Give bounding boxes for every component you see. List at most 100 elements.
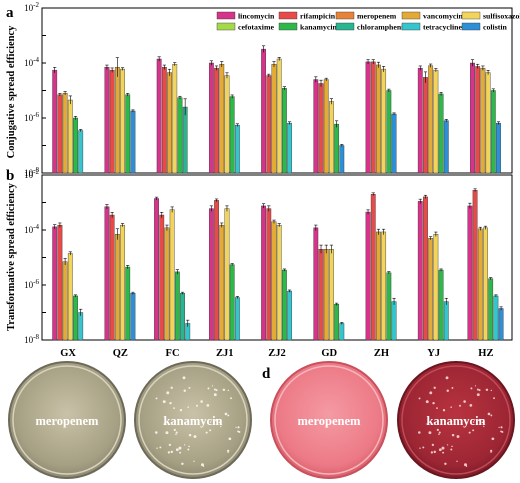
chart-a-conjugative: Conjugative spread efficiency 10-810-610…: [6, 1, 520, 178]
bar-kanamycin-ZH: [386, 90, 392, 174]
bar-sulfisoxazole-HZ: [485, 72, 491, 174]
yticks-a: 10-8 10-6 10-4 10-2: [24, 1, 46, 178]
bar-sulfisoxazole-ZJ2: [276, 58, 282, 174]
yticks-b: 10-8 10-6 10-4 10-2: [24, 168, 46, 345]
colony: [422, 446, 425, 449]
bar-rifampicin-ZH: [370, 61, 376, 174]
bar-tetracycline-HZ: [493, 295, 499, 341]
bar-kanamycin-YJ: [438, 269, 444, 341]
legend-label-chloramphenicol: chloramphenicol: [357, 23, 414, 32]
colony: [445, 376, 449, 380]
bar-chloramphenicol-FC: [182, 106, 188, 174]
bar-kanamycin-ZJ1: [229, 264, 235, 341]
legend-label-lincomycin: lincomycin: [238, 12, 275, 21]
bar-lincomycin-FC: [154, 198, 159, 341]
colony: [175, 431, 178, 434]
ytick-label: 10-4: [24, 223, 39, 235]
colony: [444, 462, 447, 465]
colony: [433, 386, 436, 389]
colony: [183, 389, 186, 392]
colony: [419, 447, 421, 449]
legend-swatch-meropenem: [335, 11, 355, 20]
bar-sulfisoxazole-QZ: [120, 224, 125, 341]
colony: [206, 404, 210, 407]
category-label: HZ: [478, 348, 493, 359]
bar-kanamycin-QZ: [125, 266, 131, 341]
category-label: GX: [60, 348, 76, 359]
bar-rifampicin-HZ: [472, 190, 478, 341]
bar-lincomycin-ZH: [365, 211, 371, 341]
bar-lincomycin-ZJ1: [208, 62, 214, 174]
legend: lincomycin rifampicin meropenem vancomycin s…: [216, 11, 520, 32]
bar-rifampicin-ZH: [370, 194, 376, 341]
colony: [483, 425, 485, 428]
colony: [227, 449, 230, 452]
legend-label-cefotaxime: cefotaxime: [238, 23, 274, 32]
bar-tetracycline-GX: [78, 312, 84, 341]
colony: [182, 376, 186, 380]
colony: [498, 426, 500, 429]
bar-rifampicin-QZ: [109, 214, 115, 341]
panel-letter-b: b: [6, 168, 14, 184]
colony: [168, 443, 172, 447]
bar-lincomycin-HZ: [470, 62, 475, 174]
colony: [181, 462, 184, 465]
colony: [432, 401, 435, 405]
bar-vancomycin-GD: [323, 249, 329, 341]
colony: [188, 445, 190, 448]
bar-lincomycin-ZJ2: [261, 48, 266, 174]
legend-label-tetracycline: tetracycline: [423, 23, 463, 32]
colony: [493, 397, 495, 400]
colony: [195, 404, 198, 407]
bar-rifampicin-GX: [57, 224, 63, 341]
bar-lincomycin-GD: [313, 79, 319, 174]
bar-colistin-GD: [339, 145, 345, 174]
colony: [211, 385, 214, 387]
bar-rifampicin-ZJ1: [214, 200, 219, 341]
colony: [478, 389, 481, 392]
bar-lincomycin-QZ: [104, 67, 110, 174]
bar-kanamycin-YJ: [438, 93, 444, 174]
colony: [169, 401, 172, 405]
colony: [469, 404, 473, 407]
plate-d-meropenem: [270, 361, 388, 479]
bar-rifampicin-YJ: [423, 77, 428, 174]
colony: [205, 431, 208, 434]
colony: [201, 463, 204, 467]
colony: [213, 393, 217, 397]
bar-tetracycline-GX: [78, 130, 84, 174]
bar-rifampicin-ZJ2: [266, 208, 272, 341]
colony: [490, 451, 492, 453]
legend-label-rifampicin: rifampicin: [300, 12, 336, 21]
colony: [465, 465, 468, 467]
bar-vancomycin-HZ: [477, 228, 483, 341]
colony: [227, 389, 229, 392]
legend-swatch-rifampicin: [278, 11, 298, 20]
bar-lincomycin-HZ: [467, 205, 473, 341]
colony: [429, 391, 433, 395]
colony: [463, 400, 466, 403]
bar-rifampicin-FC: [159, 214, 165, 341]
colony: [490, 449, 493, 452]
colony: [170, 386, 173, 389]
bar-lincomycin-ZJ2: [261, 205, 266, 341]
bar-colistin-HZ: [496, 122, 501, 174]
bar-rifampicin-ZJ1: [214, 67, 219, 174]
colony: [500, 430, 503, 433]
colony: [155, 397, 158, 400]
bar-sulfisoxazole-FC: [169, 209, 175, 341]
colony: [450, 406, 452, 408]
bar-sulfisoxazole-ZJ1: [224, 75, 230, 174]
colony: [456, 435, 460, 438]
colony: [436, 407, 438, 409]
category-label: ZH: [374, 348, 389, 359]
colony: [193, 460, 195, 462]
colony: [428, 431, 432, 435]
bar-colistin-QZ: [130, 293, 136, 341]
bar-sulfisoxazole-ZH: [381, 68, 387, 174]
ytick-label: 10-8: [24, 333, 39, 345]
colony: [430, 451, 434, 454]
colony: [156, 447, 158, 449]
bar-kanamycin-GX: [73, 295, 78, 341]
